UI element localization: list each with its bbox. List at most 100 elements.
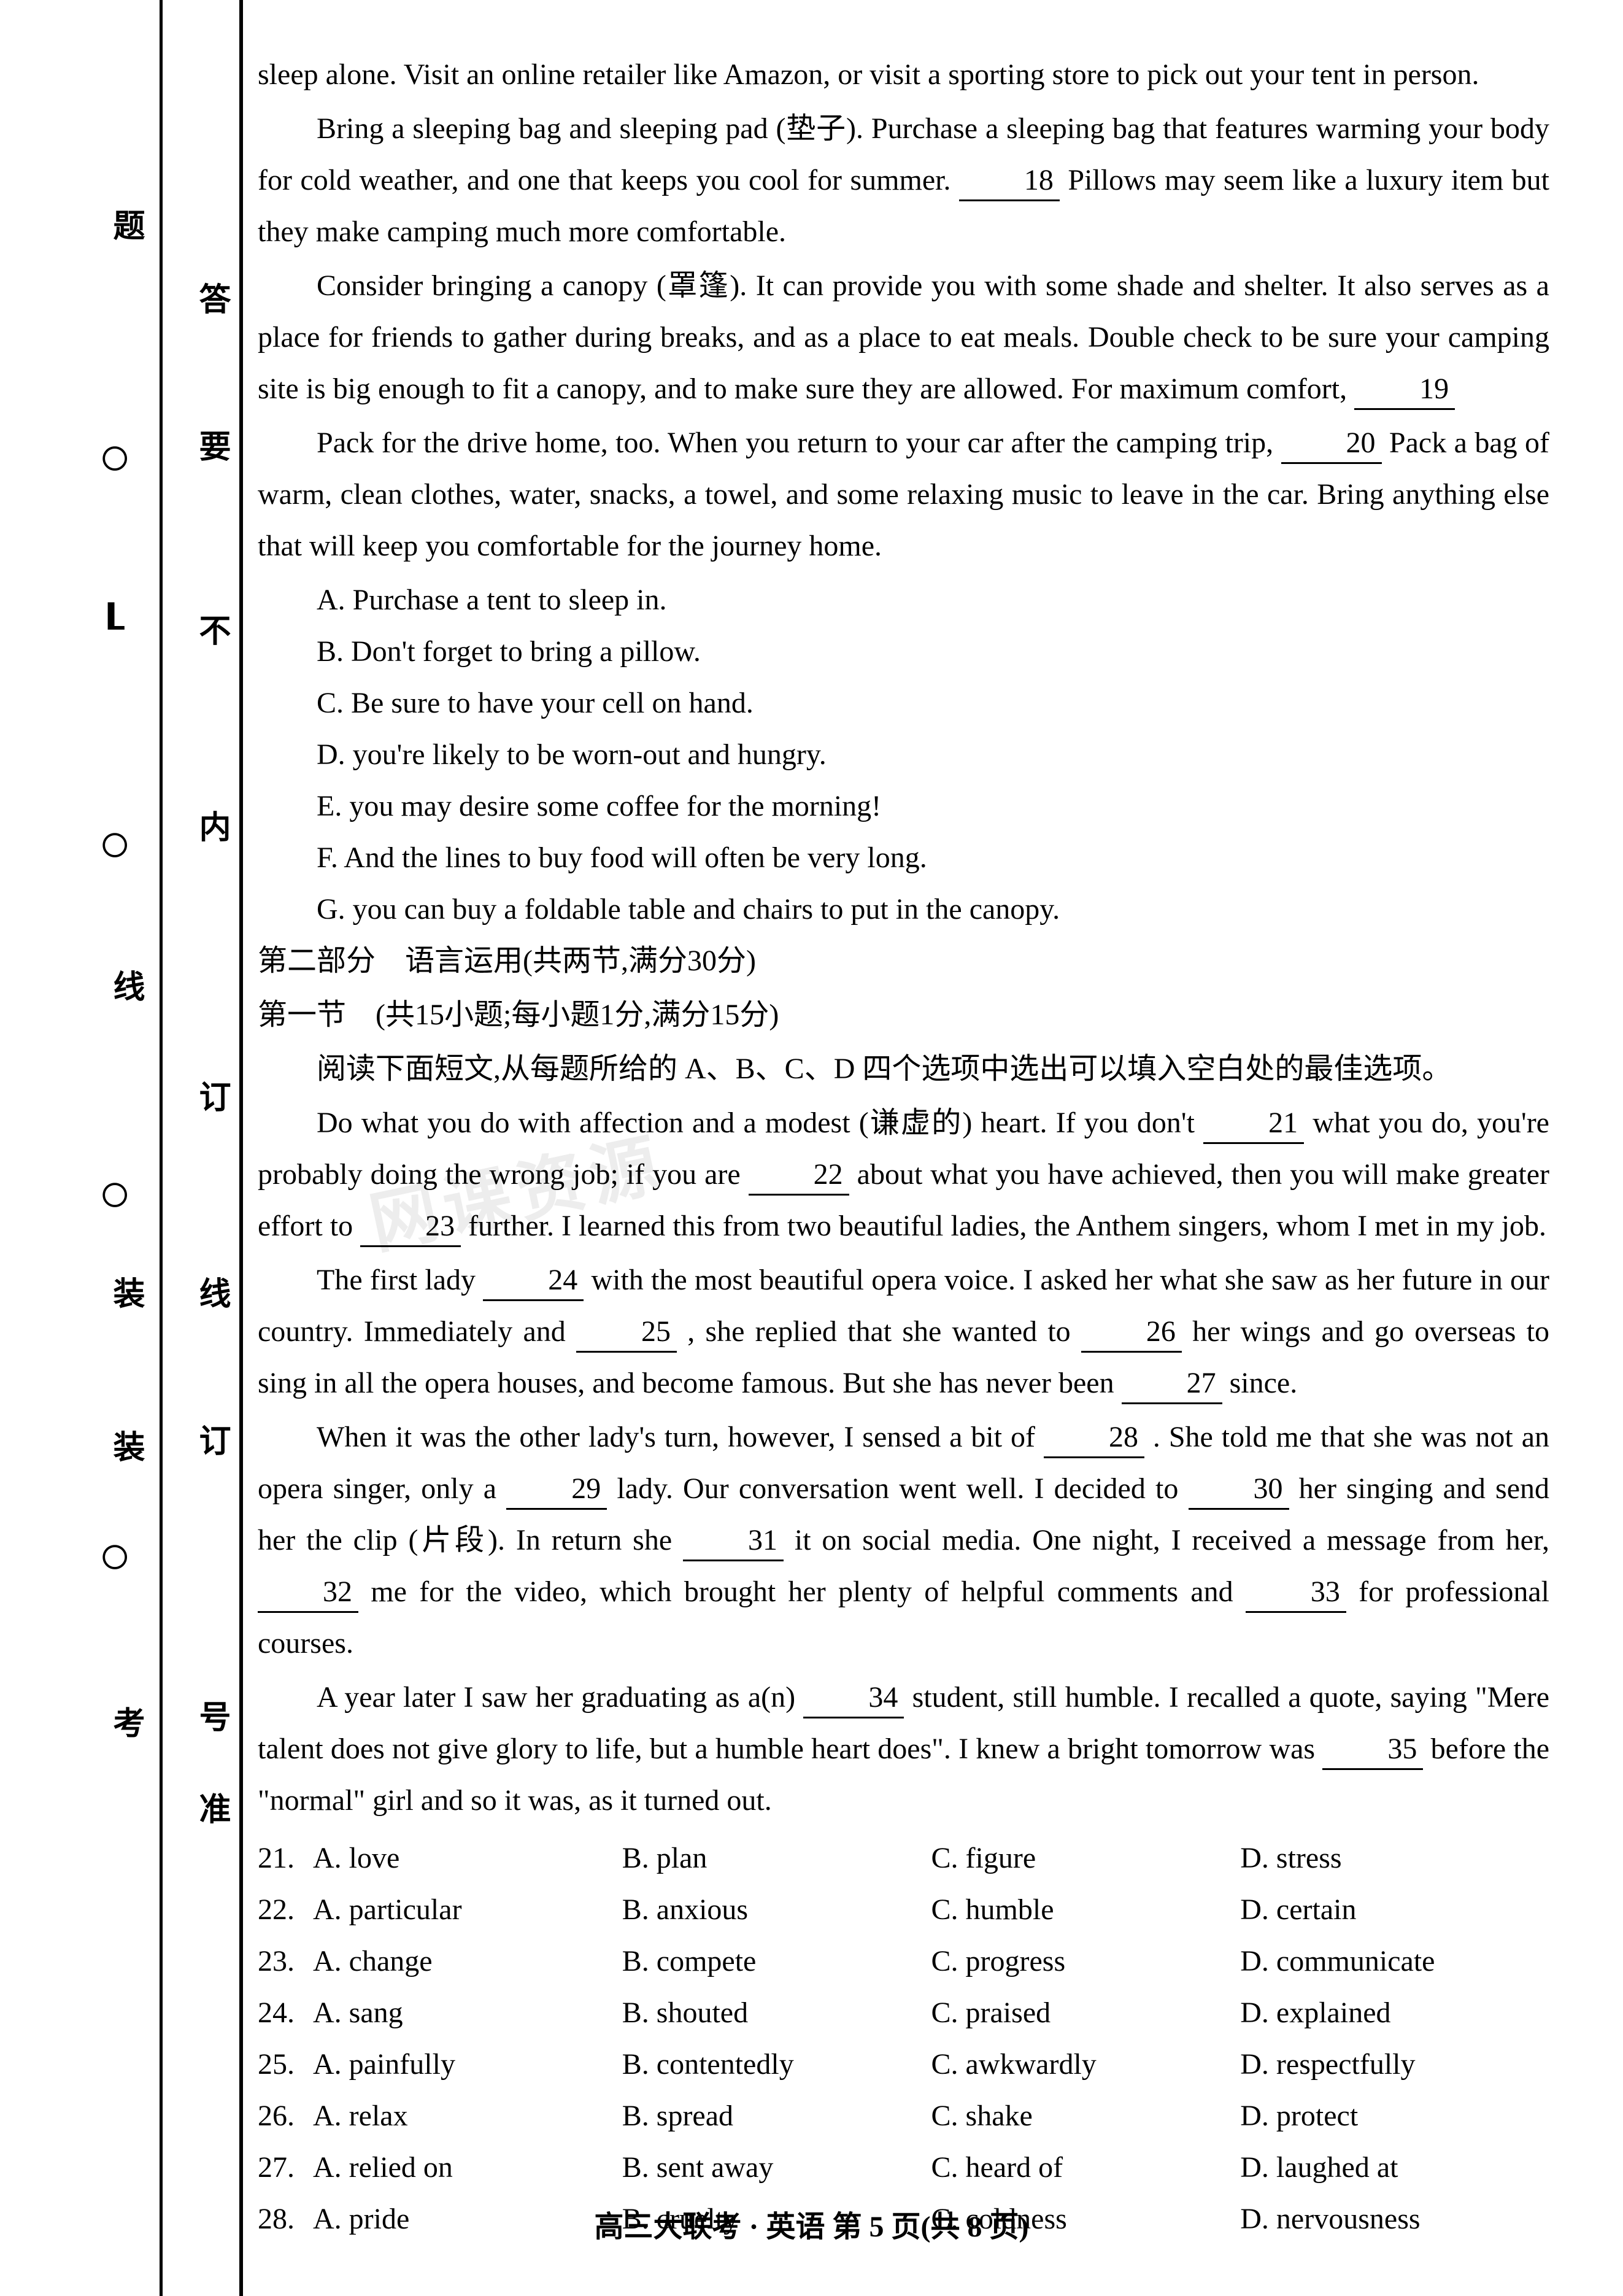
cloze-row: 21. A. love B. plan C. figure D. stress [258,1833,1549,1884]
cloze-row: 24. A. sang B. shouted C. praised D. exp… [258,1987,1549,2039]
blank-34: 34 [803,1679,904,1718]
blank-18: 18 [959,161,1060,201]
content-area: sleep alone. Visit an online retailer li… [258,49,1549,2245]
cloze-options-table: 21. A. love B. plan C. figure D. stress … [258,1833,1549,2245]
margin-label: 订 [166,1424,239,1456]
margin-label: 不 [166,614,239,646]
opt-b: B. compete [622,1936,931,1987]
margin-label: 号 [166,1700,239,1732]
text: lady. Our conversation went well. I deci… [617,1472,1188,1505]
opt-c: C. praised [931,1987,1241,2039]
opt-d: D. communicate [1240,1936,1549,1987]
blank-27: 27 [1122,1364,1222,1404]
margin-label: 考 [80,1706,153,1738]
margin-label: 要 [166,430,239,462]
opt-c: C. heard of [931,2142,1241,2194]
gap-fill-options: A. Purchase a tent to sleep in. B. Don't… [317,574,1549,935]
opt-b: B. sent away [622,2142,931,2194]
q-num: 26. [258,2090,313,2142]
q-num: 24. [258,1987,313,2039]
blank-21: 21 [1203,1104,1304,1144]
binding-margin: 题 答 ○ 要 不 ┖ ○ 内 线 订 ○ 装 线 订 装 ○ 号 考 准 [80,0,243,2296]
opt-d: D. explained [1240,1987,1549,2039]
margin-label: 内 [166,810,239,842]
option-b: B. Don't forget to bring a pillow. [317,626,1549,678]
opt-a: A. love [313,1833,622,1884]
margin-label: 装 [80,1277,153,1308]
circle-mark: ○ [98,1528,131,1583]
exam-page: 题 答 ○ 要 不 ┖ ○ 内 线 订 ○ 装 线 订 装 ○ 号 考 准 网课… [0,0,1623,2296]
text: When it was the other lady's turn, howev… [317,1421,1044,1453]
blank-25: 25 [576,1313,677,1353]
paragraph: sleep alone. Visit an online retailer li… [258,49,1549,101]
section-title: 第二部分 语言运用(共两节,满分30分) [258,935,1549,987]
opt-b: B. anxious [622,1884,931,1936]
margin-label: 线 [166,1277,239,1308]
blank-31: 31 [683,1521,784,1561]
text: further. I learned this from two beautif… [468,1210,1546,1242]
paragraph: Consider bringing a canopy (罩篷). It can … [258,260,1549,415]
cloze-row: 26. A. relax B. spread C. shake D. prote… [258,2090,1549,2142]
margin-label: 准 [166,1792,239,1824]
margin-label: 线 [80,970,153,1002]
blank-23: 23 [360,1207,461,1247]
cloze-row: 23. A. change B. compete C. progress D. … [258,1936,1549,1987]
opt-a: A. particular [313,1884,622,1936]
opt-a: A. relax [313,2090,622,2142]
q-num: 21. [258,1833,313,1884]
margin-label: 题 [80,209,153,241]
circle-mark: ○ [98,1166,131,1221]
blank-32: 32 [258,1573,358,1613]
margin-label: 装 [80,1430,153,1462]
opt-c: C. awkwardly [931,2039,1241,2090]
blank-28: 28 [1044,1418,1144,1458]
opt-d: D. laughed at [1240,2142,1549,2194]
q-num: 27. [258,2142,313,2194]
text: , she replied that she wanted to [687,1315,1081,1348]
opt-b: B. shouted [622,1987,931,2039]
q-num: 23. [258,1936,313,1987]
text: A year later I saw her graduating as a(n… [317,1681,803,1714]
circle-mark: ○ [98,816,131,872]
option-c: C. Be sure to have your cell on hand. [317,678,1549,729]
cloze-paragraph: When it was the other lady's turn, howev… [258,1412,1549,1669]
page-footer: 高三大联考 · 英语 第 5 页(共 8 页) [0,2201,1623,2253]
opt-d: D. respectfully [1240,2039,1549,2090]
opt-a: A. relied on [313,2142,622,2194]
opt-a: A. change [313,1936,622,1987]
blank-19: 19 [1354,370,1455,410]
cloze-paragraph: A year later I saw her graduating as a(n… [258,1672,1549,1826]
opt-a: A. painfully [313,2039,622,2090]
cloze-row: 25. A. painfully B. contentedly C. awkwa… [258,2039,1549,2090]
opt-b: B. contentedly [622,2039,931,2090]
blank-20: 20 [1281,424,1382,464]
blank-33: 33 [1246,1573,1346,1613]
text: The first lady [317,1264,483,1296]
cloze-row: 22. A. particular B. anxious C. humble D… [258,1884,1549,1936]
blank-29: 29 [506,1470,607,1510]
margin-label: 答 [166,282,239,314]
opt-c: C. shake [931,2090,1241,2142]
opt-a: A. sang [313,1987,622,2039]
margin-label: 订 [166,1080,239,1112]
blank-22: 22 [749,1156,849,1196]
paragraph: Pack for the drive home, too. When you r… [258,417,1549,572]
text: Pack for the drive home, too. When you r… [317,427,1281,459]
text: it on social media. One night, I receive… [795,1524,1549,1556]
opt-d: D. stress [1240,1833,1549,1884]
text: since. [1230,1367,1298,1399]
opt-d: D. certain [1240,1884,1549,1936]
opt-d: D. protect [1240,2090,1549,2142]
opt-b: B. spread [622,2090,931,2142]
blank-24: 24 [483,1261,584,1301]
corner-mark: ┖ [98,608,124,651]
q-num: 25. [258,2039,313,2090]
paragraph: Bring a sleeping bag and sleeping pad (垫… [258,103,1549,258]
cloze-row: 27. A. relied on B. sent away C. heard o… [258,2142,1549,2194]
opt-b: B. plan [622,1833,931,1884]
text: Do what you do with affection and a mode… [317,1107,1203,1139]
cloze-paragraph: The first lady 24 with the most beautifu… [258,1254,1549,1409]
option-f: F. And the lines to buy food will often … [317,832,1549,884]
text: me for the video, which brought her plen… [371,1575,1246,1608]
opt-c: C. figure [931,1833,1241,1884]
